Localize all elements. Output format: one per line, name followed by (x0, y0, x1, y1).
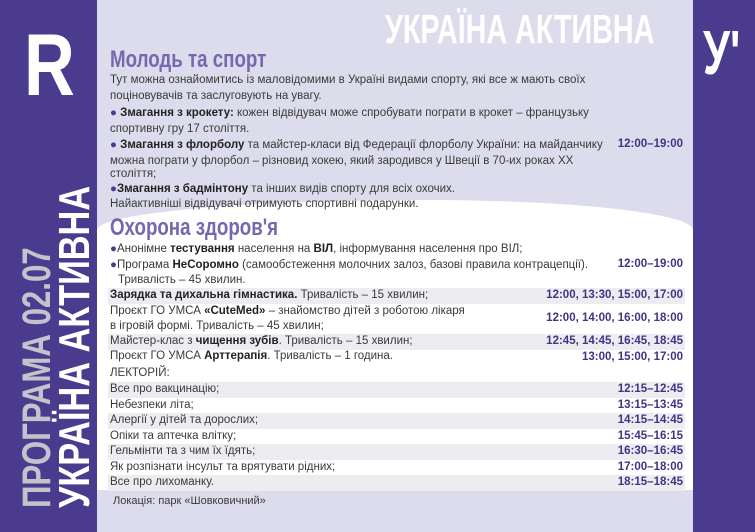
lecture-time: 18:15–18:45 (617, 476, 683, 488)
teeth-item: Майстер-клас з чищення зубів. Тривалість… (110, 335, 413, 347)
badminton-item: ●Змагання з бадмінтону та інших видів сп… (110, 183, 455, 195)
cutemed-item: Проєкт ГО УМСА «CuteMed» – знайомство ді… (110, 305, 465, 317)
logo-u: У' (703, 19, 741, 88)
lecture-time: 12:15–12:45 (617, 383, 683, 395)
art-therapy-item: Проєкт ГО УМСА Арттерапія. Тривалість – … (110, 350, 393, 362)
left-band (0, 0, 97, 532)
section-heading-sport: Молодь та спорт (110, 46, 267, 73)
lecture-title: Все про вакцинацію; (110, 383, 220, 395)
side-title: УКРАЇНА АКТИВНА (50, 185, 99, 508)
floorball-item-2: можна пограти у флорбол – різновид хокею… (110, 155, 574, 167)
section-heading-health: Охорона здоров'я (110, 214, 279, 241)
exercise-time: 12:00, 13:30, 15:00, 17:00 (546, 289, 683, 301)
teeth-time: 12:45, 14:45, 16:45, 18:45 (546, 335, 683, 347)
lecture-title: Як розпізнати інсульт та врятувати рідни… (110, 460, 336, 473)
sport-intro-2: поціновувачів та заслуговують на увагу. (110, 90, 322, 102)
sport-time: 12:00–19:00 (617, 138, 683, 150)
hiv-testing-item: ●Анонімне тестування населення на ВІЛ, і… (110, 243, 523, 255)
table-row (108, 288, 685, 304)
lecture-time: 14:15–14:45 (617, 414, 683, 426)
health-time: 12:00–19:00 (617, 258, 683, 270)
sport-intro: Тут можна ознайомитись із маловідомими в… (110, 74, 586, 86)
table-row (108, 382, 685, 398)
table-row (108, 444, 685, 460)
cutemed-item-2: в ігровій формі. Тривалість – 45 хвилин; (110, 320, 324, 332)
floorball-item-3: століття; (110, 168, 157, 180)
croquet-item-2: спортивну гру 17 століття. (110, 123, 250, 135)
lecture-time: 13:15–13:45 (617, 398, 683, 411)
lecture-time: 15:45–16:15 (617, 429, 683, 442)
lecture-time: 17:00–18:00 (617, 460, 683, 473)
logo-r: R (24, 15, 75, 114)
right-band (693, 0, 755, 532)
croquet-item: ● Змагання з крокету: кожен відвідувач м… (110, 107, 589, 119)
page-title: УКРАЇНА АКТИВНА (385, 6, 655, 52)
nesoromno-item: ●Програма НеСоромно (самообстеження моло… (110, 259, 589, 271)
lecture-title: Гельмінти та з чим їх їдять; (110, 445, 256, 457)
table-row (108, 475, 685, 491)
table-row (108, 413, 685, 429)
lectures-heading: ЛЕКТОРІЙ: (110, 367, 170, 379)
art-therapy-time: 13:00, 15:00, 17:00 (581, 351, 683, 363)
lecture-title: Все про лихоманку. (110, 476, 214, 488)
nesoromno-duration: Тривалість – 45 хвилин. (118, 274, 246, 286)
table-row (108, 398, 685, 414)
lecture-title: Алергії у дітей та дорослих; (110, 414, 259, 426)
table-row (108, 334, 685, 350)
lecture-time: 16:30–16:45 (617, 445, 683, 457)
lecture-title: Небезпеки літа; (110, 398, 194, 411)
floorball-item: ● Змагання з флорболу та майстер-класи в… (110, 139, 603, 151)
lecture-title: Опіки та аптечка влітку; (110, 429, 237, 442)
prizes-text: Найактивніші відвідувачі отримують спорт… (110, 198, 419, 210)
exercise-item: Зарядка та дихальна гімнастика. Триваліс… (110, 289, 429, 301)
location-text: Локація: парк «Шовковичний» (113, 495, 266, 507)
cutemed-time: 12:00, 14:00, 16:00, 18:00 (546, 312, 683, 324)
